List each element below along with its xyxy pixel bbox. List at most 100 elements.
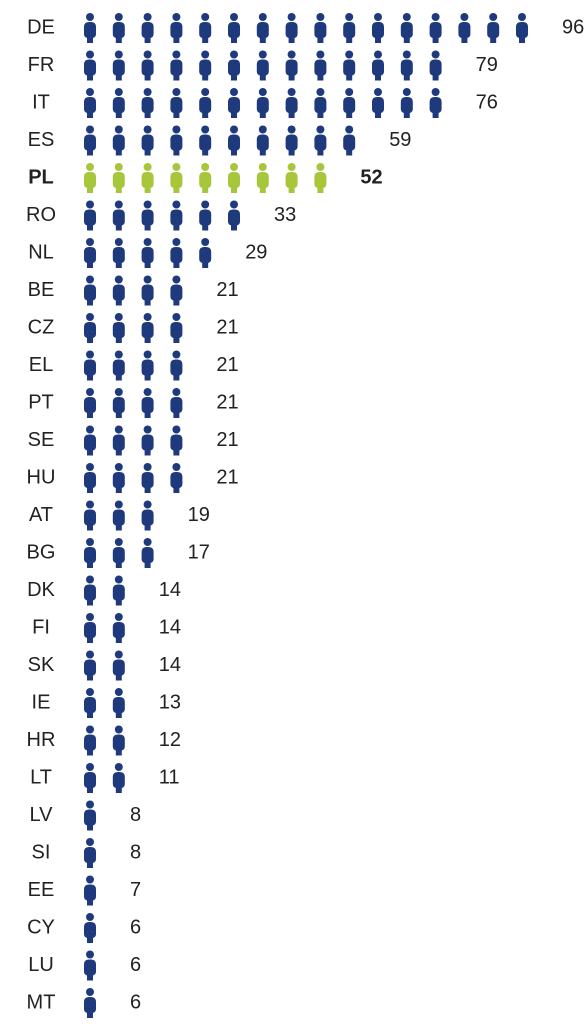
value-label: 8: [130, 804, 141, 826]
icon-head: [86, 538, 94, 546]
icon-head: [287, 125, 296, 134]
person-icon: [199, 88, 212, 118]
icon-body: [429, 59, 442, 81]
icon-body: [314, 97, 327, 118]
icon-head: [345, 88, 354, 96]
category-label: FI: [32, 616, 50, 638]
value-label: 6: [130, 916, 141, 938]
icon-body: [141, 322, 154, 343]
icon-body: [170, 322, 183, 343]
icon-head: [86, 950, 94, 959]
icon-body: [516, 22, 528, 43]
icon-head: [86, 425, 94, 434]
value-label: 6: [130, 954, 141, 976]
icon-body: [141, 397, 154, 418]
icon-head: [201, 238, 210, 246]
person-icon: [141, 313, 154, 343]
icon-head: [86, 650, 94, 659]
icon-head: [374, 88, 382, 96]
icon-head: [172, 125, 181, 134]
icon-head: [86, 838, 94, 846]
person-icon: [112, 200, 125, 231]
icon-head: [143, 313, 152, 321]
icon-head: [287, 13, 296, 21]
icon-head: [287, 50, 296, 59]
category-label: LU: [28, 954, 54, 976]
icon-body: [112, 59, 125, 81]
person-icon: [84, 988, 96, 1018]
person-icon: [199, 50, 212, 81]
value-label: 11: [159, 766, 180, 788]
icon-body: [84, 434, 96, 456]
icon-body: [314, 172, 327, 193]
person-icon: [199, 13, 212, 43]
icon-body: [84, 959, 96, 981]
category-label: SE: [28, 429, 55, 451]
icon-body: [199, 97, 212, 118]
icon-head: [114, 388, 123, 396]
icon-body: [84, 547, 96, 568]
value-label: 79: [476, 54, 498, 76]
icon-body: [84, 922, 96, 943]
icon-head: [86, 613, 94, 621]
person-icon: [112, 238, 125, 268]
icon-body: [84, 697, 96, 718]
icon-head: [86, 163, 94, 171]
person-icon: [84, 575, 96, 606]
value-label: 21: [216, 391, 238, 413]
icon-body: [112, 472, 125, 493]
value-label: 52: [360, 166, 382, 188]
icon-head: [431, 88, 440, 96]
icon-head: [402, 88, 411, 96]
category-label: LV: [30, 804, 54, 826]
icon-head: [201, 125, 210, 134]
person-icon: [84, 950, 96, 981]
icon-head: [143, 425, 152, 434]
person-icon: [112, 463, 125, 493]
icon-head: [143, 88, 152, 96]
icon-body: [170, 359, 183, 381]
person-icon: [256, 13, 269, 43]
icon-head: [143, 350, 152, 359]
icon-head: [287, 88, 296, 96]
icon-head: [86, 575, 94, 584]
value-label: 12: [159, 729, 181, 751]
icon-head: [172, 275, 181, 284]
icon-body: [84, 622, 96, 643]
icon-head: [402, 13, 411, 21]
person-icon: [228, 163, 240, 193]
person-icon: [400, 88, 413, 118]
person-icon: [141, 500, 154, 531]
person-icon: [112, 688, 125, 718]
person-icon: [112, 350, 125, 381]
person-icon: [429, 13, 442, 43]
icon-head: [345, 13, 354, 21]
category-label: LT: [30, 766, 52, 788]
person-icon: [372, 88, 384, 118]
icon-head: [489, 13, 498, 21]
icon-body: [84, 734, 96, 756]
icon-head: [86, 13, 94, 21]
person-icon: [84, 275, 96, 306]
value-label: 6: [130, 991, 141, 1013]
icon-head: [143, 463, 152, 471]
icon-head: [86, 125, 94, 134]
icon-body: [141, 134, 154, 156]
category-label: HR: [27, 729, 56, 751]
person-icon: [84, 800, 96, 831]
category-label: SK: [28, 654, 55, 676]
icon-body: [84, 772, 96, 793]
icon-head: [201, 13, 210, 21]
icon-body: [256, 97, 269, 118]
person-icon: [141, 463, 154, 493]
icon-body: [84, 584, 96, 606]
value-label: 14: [159, 616, 181, 638]
category-label: BG: [27, 541, 56, 563]
person-icon: [285, 125, 298, 156]
person-icon: [84, 200, 96, 231]
person-icon: [112, 500, 125, 531]
icon-head: [86, 200, 94, 209]
icon-head: [230, 13, 238, 21]
person-icon: [112, 725, 125, 756]
